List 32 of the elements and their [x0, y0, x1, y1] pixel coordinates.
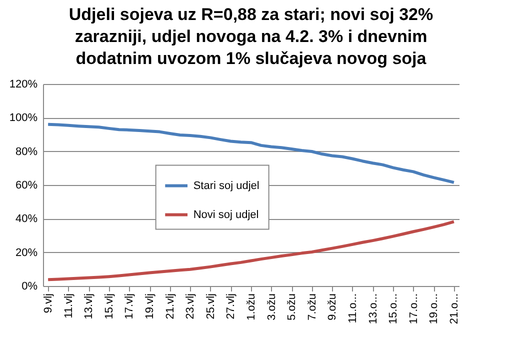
line-series: [46, 220, 456, 282]
x-tick-label: 1.ožu: [246, 294, 258, 320]
x-tick-label: 15.vlj: [103, 294, 116, 320]
x-tick-label: 9.ožu: [326, 294, 339, 320]
x-tick-label: 19.o...: [428, 294, 440, 324]
x-tick-label: 9.vlj: [42, 294, 55, 314]
x-tick-label: 27.vlj: [225, 294, 238, 320]
x-tick-label: 17.vlj: [124, 294, 136, 320]
y-tick-label: 20%: [15, 246, 38, 259]
x-tick-label: 11.o...: [346, 294, 359, 324]
legend-label: Stari soj udjel: [193, 180, 260, 192]
y-tick-label: 40%: [15, 213, 38, 226]
y-tick-label: 60%: [15, 180, 38, 192]
x-tick-label: 19.vlj: [144, 294, 156, 320]
y-tick-label: 120%: [9, 78, 38, 90]
x-tick-label: 13.o...: [367, 294, 380, 324]
y-tick-label: 100%: [9, 112, 38, 124]
x-tick-label: 13.vlj: [83, 294, 96, 320]
x-tick-label: 3.ožu: [266, 294, 278, 320]
x-tick-label: 7.ožu: [306, 294, 318, 320]
y-tick-label: 0%: [22, 280, 38, 292]
x-tick-label: 15.o...: [388, 294, 400, 324]
x-tick-label: 25.vlj: [204, 294, 217, 320]
x-tick-label: 23.vlj: [184, 294, 197, 320]
legend-label: Novi soj udjel: [193, 208, 259, 221]
chart-title: Udjeli sojeva uz R=0,88 za stari; novi soj 32% zarazniji, udjel novoga na 4.2. 3% i dnevnim dodatnim uvozom 1% slučajeva novog soja: [68, 5, 434, 68]
y-tick-label: 80%: [15, 146, 38, 158]
x-tick-label: 21.vlj: [164, 294, 176, 320]
x-tick-label: 11.vlj: [62, 294, 75, 318]
x-tick-label: 5.ožu: [286, 294, 298, 320]
x-tick-label: 21.o...: [448, 294, 460, 324]
x-tick-label: 17.o...: [408, 294, 420, 324]
